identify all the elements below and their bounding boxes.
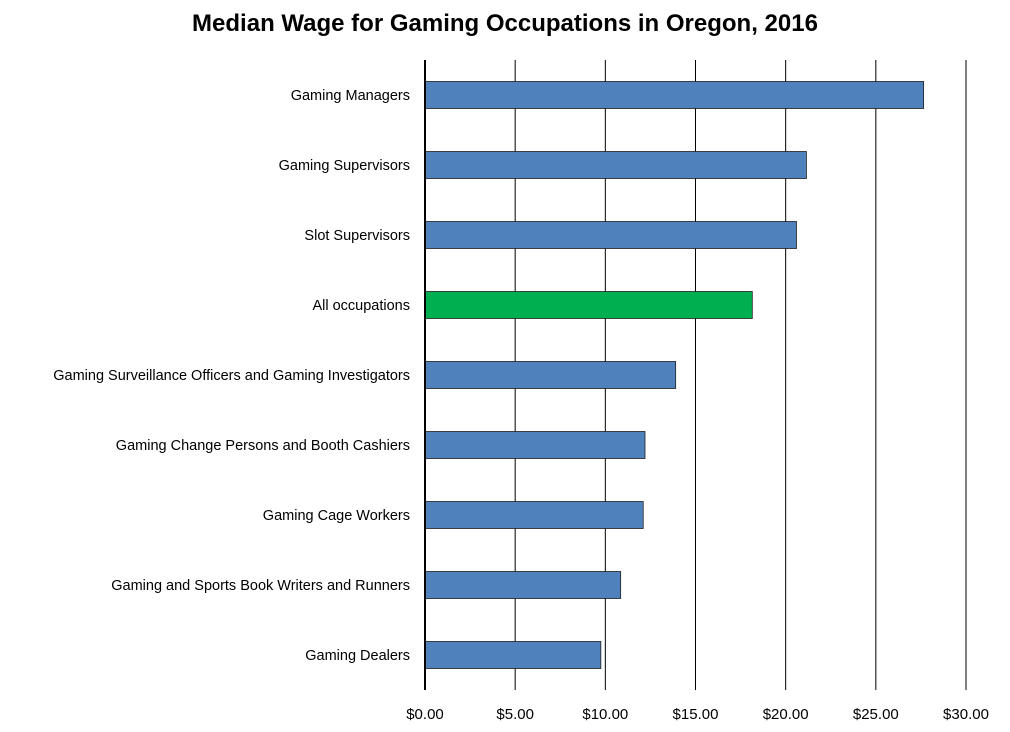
bar-slot-supervisors (424, 221, 797, 249)
x-tick-label: $20.00 (763, 706, 809, 723)
bar-gaming-supervisors (424, 151, 807, 179)
category-label: Slot Supervisors (304, 228, 410, 244)
category-label: Gaming Surveillance Officers and Gaming … (53, 368, 410, 384)
bar-all-occupations (424, 291, 753, 319)
bar-gaming-surveillance-officers-and-gaming-investigators (424, 361, 677, 389)
category-label: All occupations (312, 298, 410, 314)
chart-title: Median Wage for Gaming Occupations in Or… (192, 10, 818, 37)
x-tick-label: $0.00 (406, 706, 444, 723)
x-tick-label: $10.00 (582, 706, 628, 723)
category-labels: Gaming Managers Gaming Supervisors Slot Su… (53, 88, 410, 664)
category-label: Gaming Managers (291, 88, 410, 104)
category-label: Gaming Dealers (305, 648, 410, 664)
bar-gaming-cage-workers (424, 501, 644, 529)
category-label: Gaming and Sports Book Writers and Runne… (111, 578, 410, 594)
bars (424, 81, 925, 669)
tick-labels: $0.00 $5.00 $10.00 $15.00 $20.00 $25.00 $30.00 (406, 706, 989, 723)
category-label: Gaming Cage Workers (263, 508, 410, 524)
category-label: Gaming Supervisors (279, 158, 410, 174)
bar-gaming-dealers (424, 641, 602, 669)
x-tick-label: $5.00 (496, 706, 534, 723)
bar-gaming-change-persons-and-booth-cashiers (424, 431, 646, 459)
bar-gaming-and-sports-book-writers-and-runners (424, 571, 622, 599)
x-tick-label: $15.00 (673, 706, 719, 723)
category-label: Gaming Change Persons and Booth Cashiers (116, 438, 410, 454)
bar-gaming-managers (424, 81, 925, 109)
x-tick-label: $30.00 (943, 706, 989, 723)
x-tick-label: $25.00 (853, 706, 899, 723)
